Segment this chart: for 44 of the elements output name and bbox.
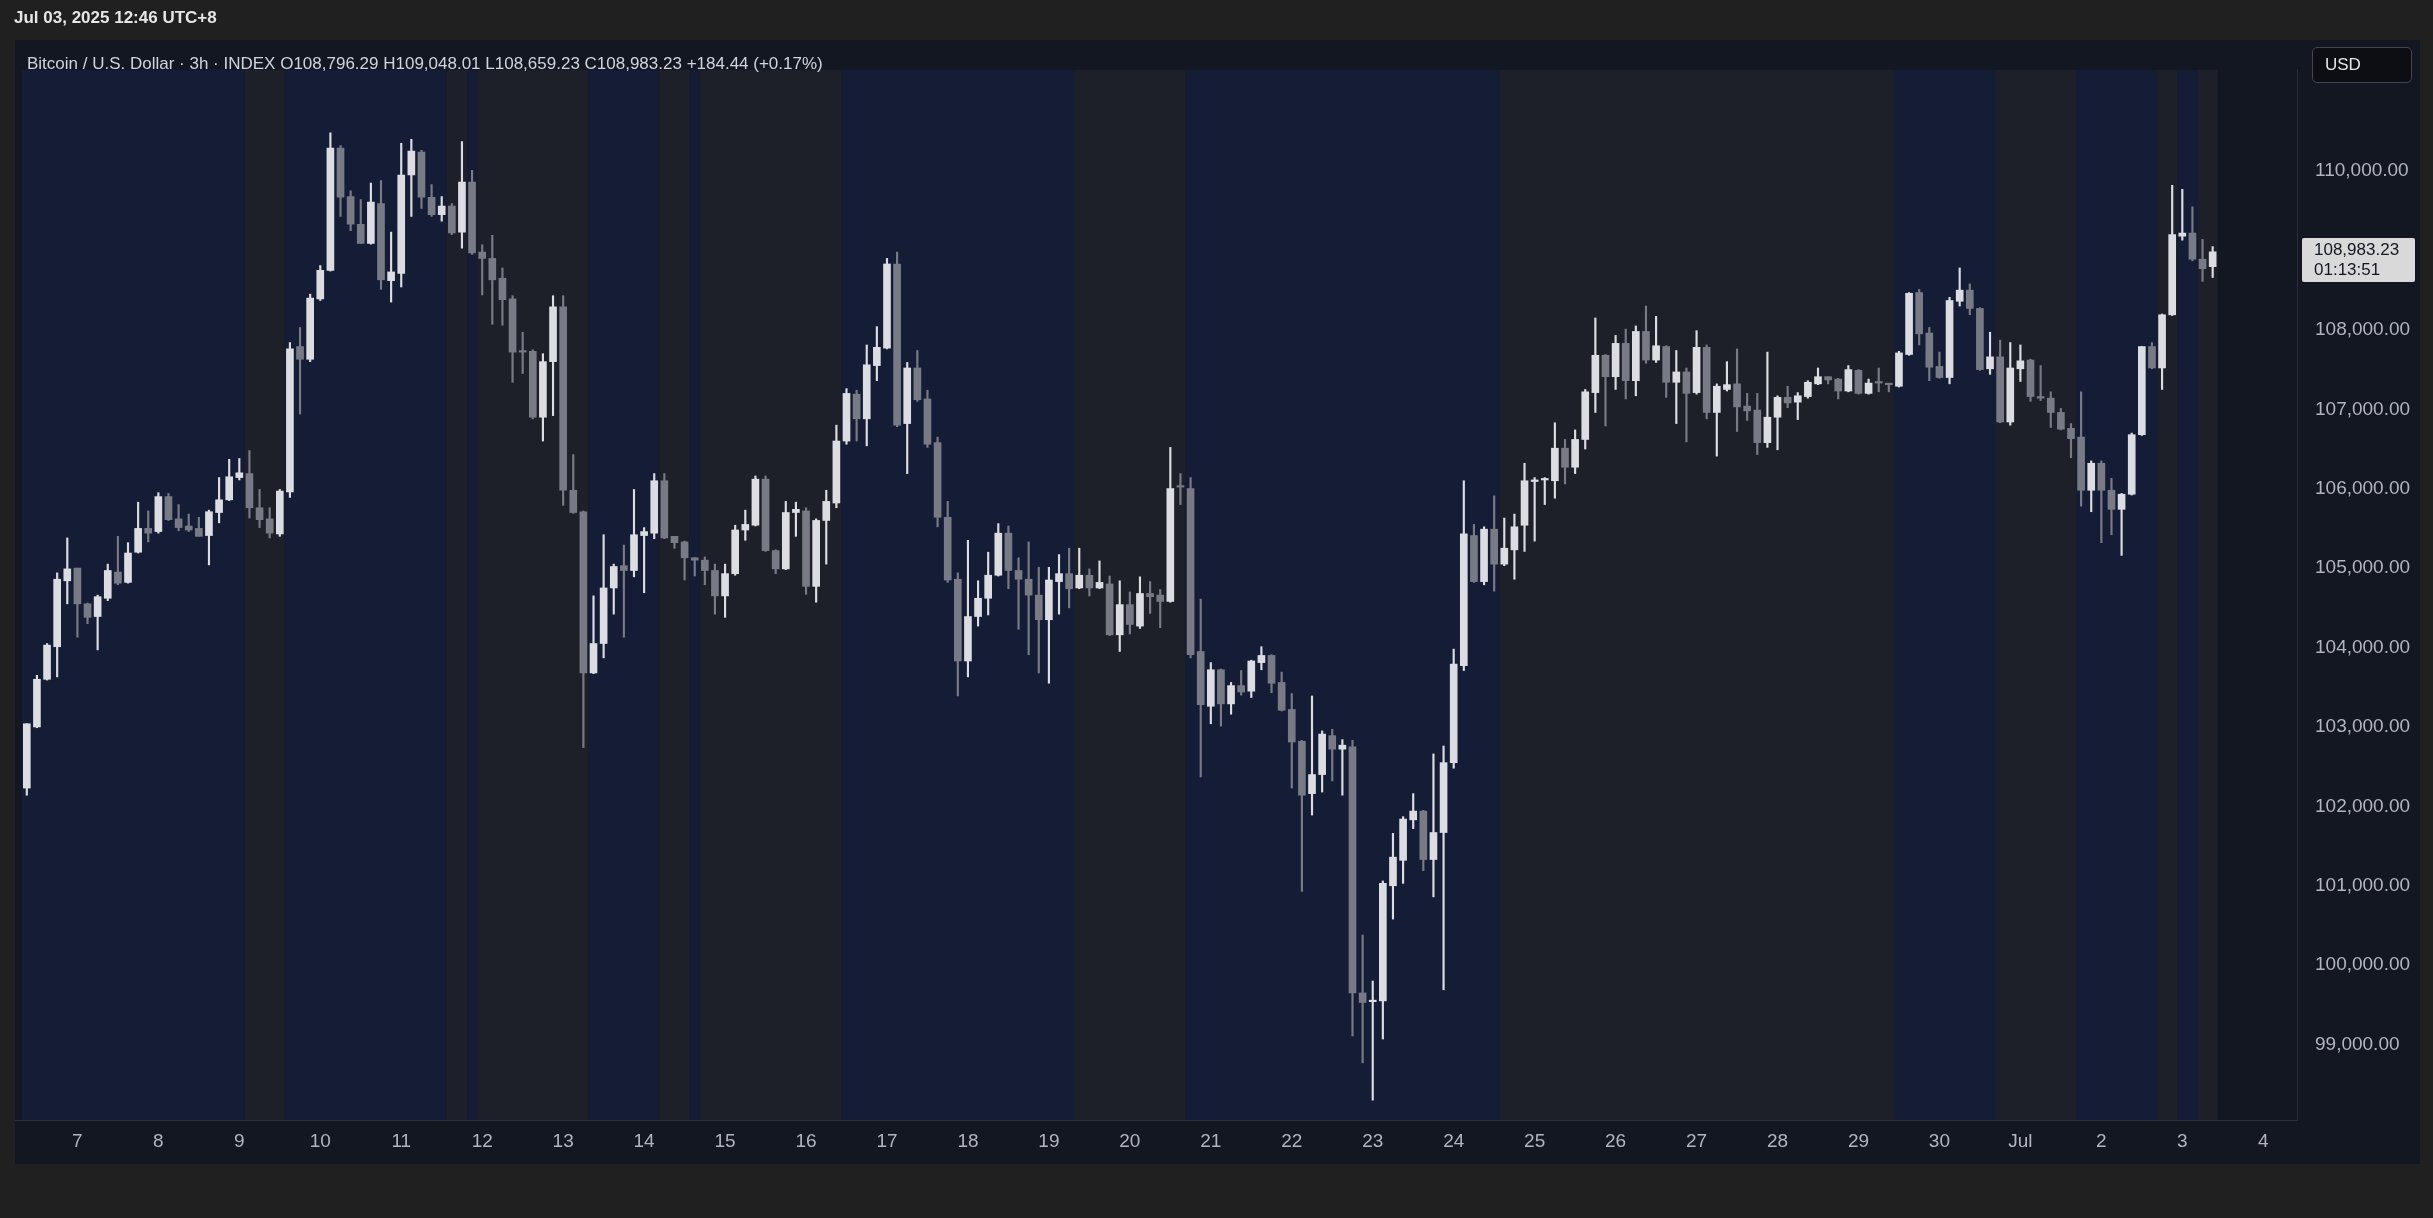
y-tick-label: 100,000.00: [2315, 953, 2411, 975]
y-tick-label: 104,000.00: [2315, 635, 2411, 657]
y-tick-label: 108,000.00: [2315, 318, 2411, 340]
x-tick-label: 9: [234, 1129, 245, 1151]
x-tick-label: 28: [1766, 1129, 1789, 1151]
x-tick-label: 27: [1685, 1129, 1708, 1151]
y-tick-label: 110,000.00: [2315, 159, 2409, 181]
x-tick-label: 10: [309, 1129, 331, 1151]
text: 108,983.23: [2314, 239, 2400, 259]
x-tick-label: 19: [1038, 1129, 1060, 1151]
x-tick-label: Jul: [2008, 1129, 2033, 1151]
x-tick-label: 2: [2096, 1129, 2107, 1151]
x-tick-label: 16: [795, 1129, 817, 1151]
x-tick-label: 4: [2257, 1129, 2269, 1151]
y-tick-label: 99,000.00: [2315, 1032, 2400, 1054]
x-tick-label: 17: [876, 1129, 898, 1151]
x-tick-label: 25: [1524, 1129, 1546, 1151]
text: 01:13:51: [2314, 259, 2382, 280]
x-tick-label: 23: [1362, 1129, 1384, 1151]
x-tick-label: 3: [2177, 1129, 2188, 1151]
x-tick-label: 12: [471, 1129, 493, 1151]
x-tick-label: 20: [1119, 1129, 1141, 1151]
text: Jul 03, 2025 12:46 UTC+8: [14, 8, 217, 28]
y-tick-label: 107,000.00: [2315, 397, 2411, 419]
x-tick-label: 24: [1443, 1129, 1465, 1151]
y-tick-label: 102,000.00: [2315, 794, 2411, 816]
x-tick-label: 15: [714, 1129, 736, 1151]
y-tick-label: 103,000.00: [2315, 715, 2411, 737]
x-tick-label: 30: [1928, 1129, 1951, 1151]
x-tick-label: 18: [957, 1129, 979, 1151]
y-tick-label: 105,000.00: [2315, 556, 2411, 578]
x-tick-label: 29: [1847, 1129, 1870, 1151]
y-tick-label: 101,000.00: [2315, 873, 2411, 895]
x-tick-label: 7: [72, 1129, 83, 1151]
x-tick-label: 21: [1200, 1129, 1222, 1151]
x-tick-label: 11: [391, 1129, 412, 1151]
x-tick-label: 8: [153, 1129, 164, 1151]
x-tick-label: 22: [1281, 1129, 1303, 1151]
text: USD: [2312, 47, 2412, 83]
y-tick-label: 106,000.00: [2315, 476, 2411, 498]
x-tick-label: 13: [552, 1129, 574, 1151]
x-tick-label: 14: [633, 1129, 656, 1151]
chart-subtitle: Bitcoin / U.S. Dollar · 3h · INDEX O108,796.29 H109,048.01 L108,659.23 C108,983.23 +184.44 (+0.17%): [27, 54, 823, 74]
x-tick-label: 26: [1605, 1129, 1627, 1151]
